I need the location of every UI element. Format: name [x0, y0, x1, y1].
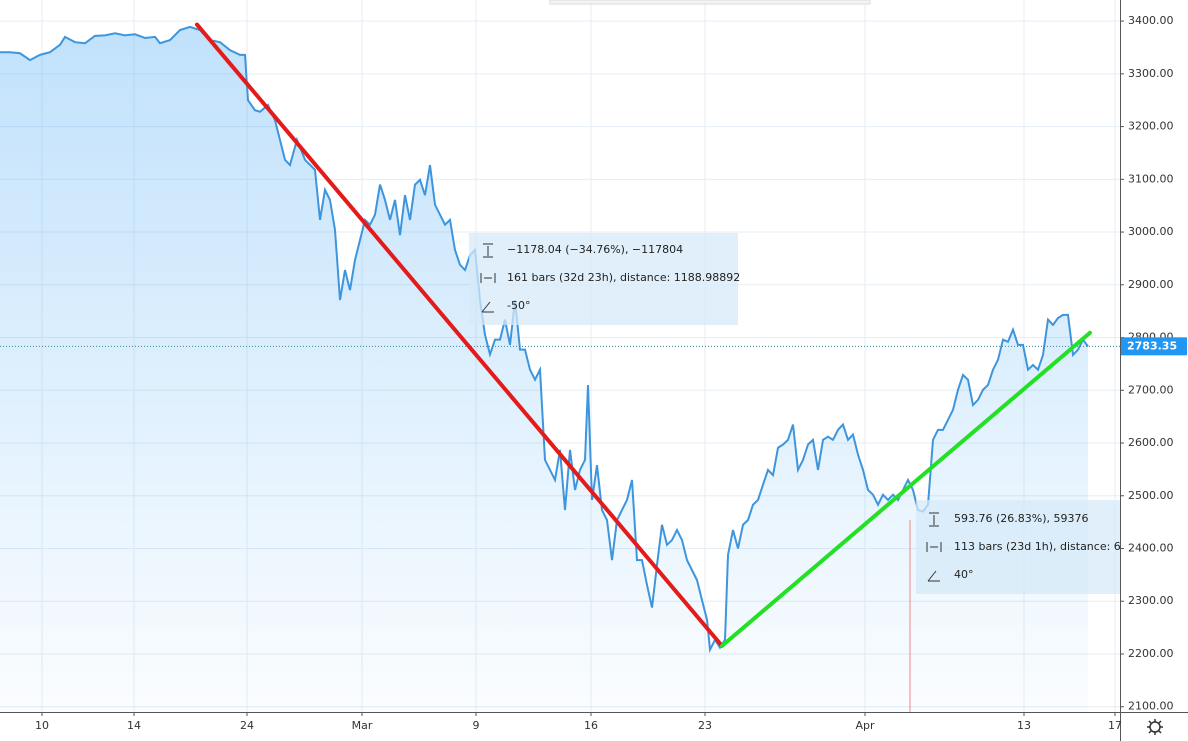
icon: [480, 273, 496, 283]
box-text: 593.76 (26.83%), 59376: [954, 512, 1089, 525]
x-tick-label: 9: [473, 719, 480, 732]
icon: [483, 243, 493, 258]
y-tick-label: 2300.00: [1128, 594, 1174, 607]
x-tick-label: 24: [240, 719, 254, 732]
y-tick-label: 2700.00: [1128, 383, 1174, 396]
x-tick-label: Apr: [855, 719, 875, 732]
gear-teeth[interactable]: [1147, 719, 1163, 735]
y-tick-label: 2200.00: [1128, 647, 1174, 660]
y-tick-label: 3300.00: [1128, 67, 1174, 80]
x-tick-label: 23: [698, 719, 712, 732]
y-tick-label: 2600.00: [1128, 436, 1174, 449]
area-fill: [0, 26, 1088, 713]
box-bg: [469, 233, 738, 325]
y-tick-label: 2400.00: [1128, 542, 1174, 555]
time-axis-bg: [0, 713, 1188, 741]
x-tick-label: 17: [1108, 719, 1122, 732]
box-text: 113 bars (23d 1h), distance: 604: [954, 540, 1135, 553]
box-text: 40°: [954, 568, 974, 581]
icon: [927, 570, 940, 582]
measure-box-2: 593.76 (26.83%), 59376 113 bars (23d 1h)…: [916, 500, 1135, 594]
y-tick-label: 3100.00: [1128, 172, 1174, 185]
trend-line: [195, 22, 724, 648]
box-text: 161 bars (32d 23h), distance: 1188.98892: [507, 271, 740, 284]
settings-icon[interactable]: [1147, 719, 1163, 735]
last-price-bg: [1121, 337, 1187, 356]
x-tick-label: 13: [1017, 719, 1031, 732]
y-tick-label: 3000.00: [1128, 225, 1174, 238]
icon: [926, 542, 942, 552]
box-text: -50°: [507, 299, 530, 312]
trend-line: [720, 330, 1092, 648]
x-tick-label: Mar: [352, 719, 373, 732]
y-tick-label: 2900.00: [1128, 278, 1174, 291]
price-axis-bg: [1121, 0, 1188, 741]
y-tick-label: 3200.00: [1128, 120, 1174, 133]
icon: [929, 512, 939, 527]
toolbar-edge[interactable]: [549, 0, 871, 5]
icon: [481, 301, 494, 313]
box-bg: [916, 500, 1120, 594]
x-tick-label: 16: [584, 719, 598, 732]
y-tick-label: 3400.00: [1128, 14, 1174, 27]
y-tick-label: 2500.00: [1128, 489, 1174, 502]
y-tick-label: 2100.00: [1128, 700, 1174, 713]
measure-box-1: −1178.04 (−34.76%), −117804 161 bars (32…: [469, 233, 740, 325]
x-tick-label: 14: [127, 719, 141, 732]
last-price-label: 2783.35: [1127, 339, 1177, 352]
box-text: −1178.04 (−34.76%), −117804: [507, 243, 683, 256]
x-tick-label: 10: [35, 719, 49, 732]
